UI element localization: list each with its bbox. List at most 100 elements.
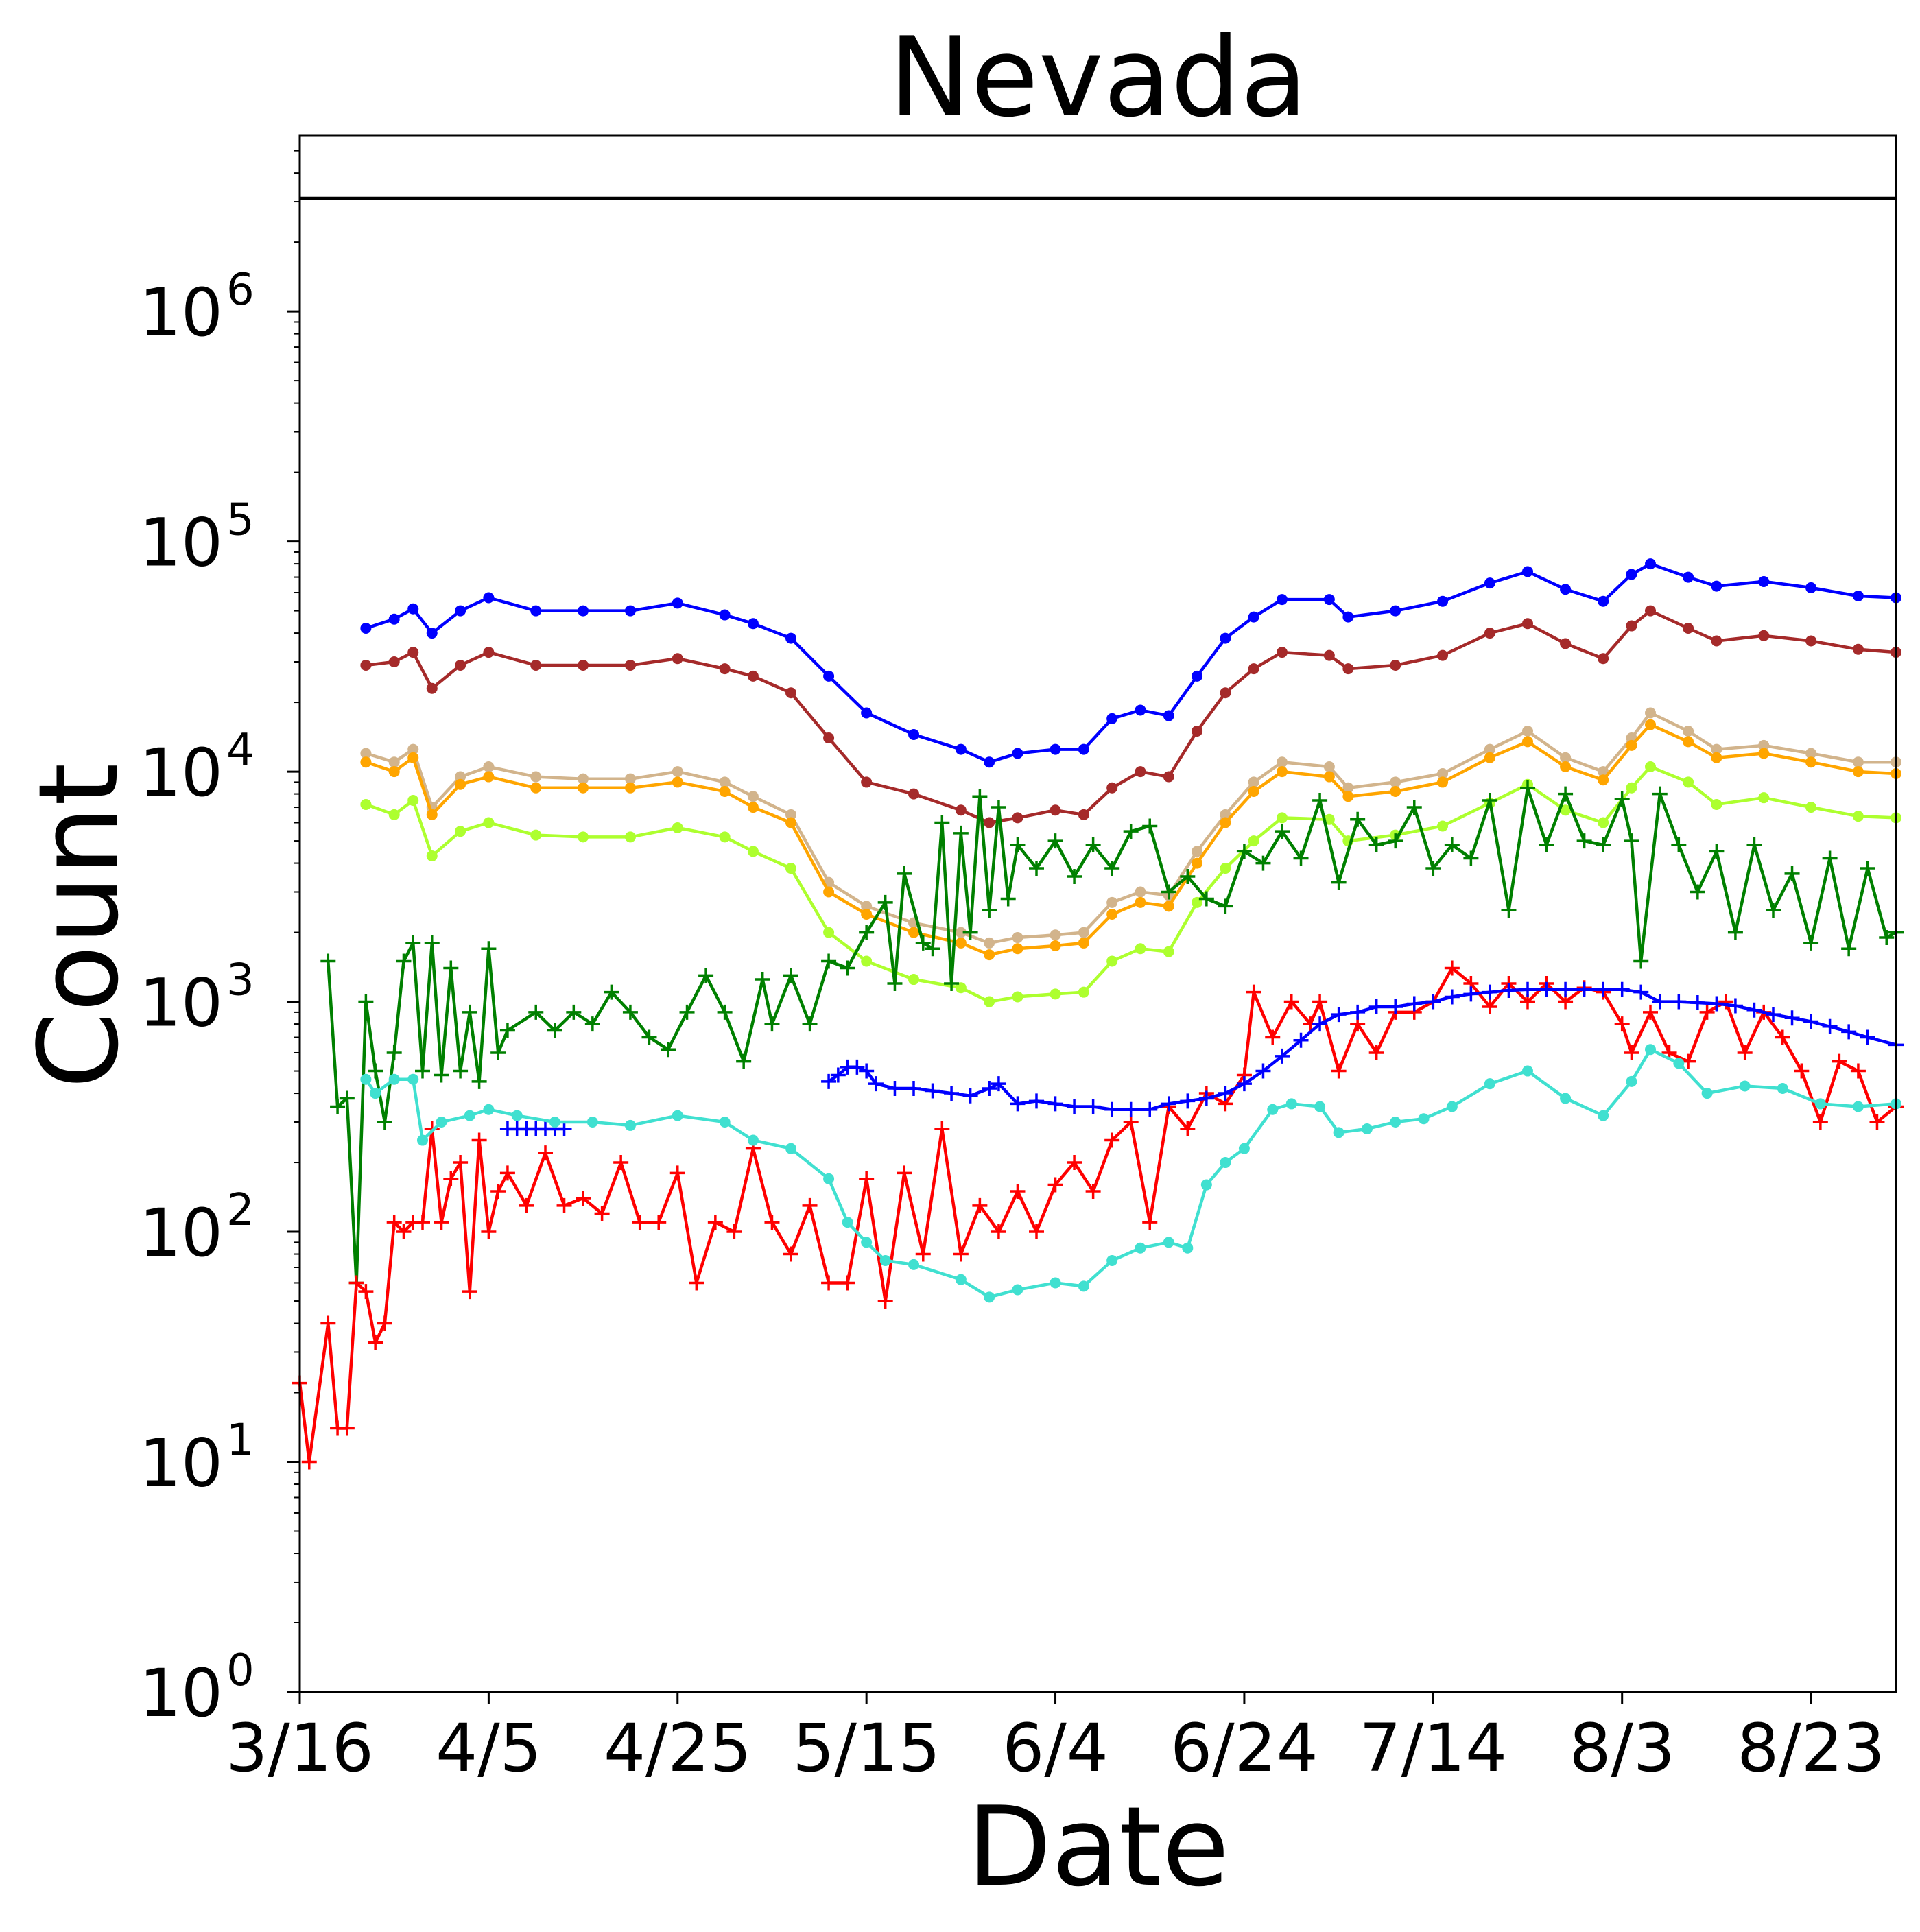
- y-tick-exponent: 2: [226, 1185, 254, 1236]
- data-point: [1106, 909, 1118, 920]
- data-point: [1624, 1045, 1639, 1060]
- data-point: [861, 707, 873, 719]
- y-tick-exponent: 1: [226, 1416, 254, 1466]
- data-point: [953, 1246, 969, 1262]
- data-point: [388, 656, 400, 668]
- data-point: [434, 1067, 449, 1083]
- data-point: [1645, 719, 1656, 730]
- series-line: [298, 966, 1897, 1464]
- y-tick-exponent: 4: [226, 725, 254, 776]
- data-point: [717, 1004, 733, 1020]
- data-point: [407, 794, 419, 806]
- data-point: [1078, 809, 1089, 820]
- data-point: [1331, 1007, 1347, 1023]
- data-point: [1267, 1104, 1279, 1115]
- data-point: [1446, 1101, 1458, 1112]
- data-point: [1758, 575, 1770, 587]
- data-point: [840, 960, 855, 976]
- data-point: [1163, 771, 1174, 783]
- data-point: [991, 800, 1006, 815]
- data-point: [934, 815, 950, 831]
- data-point: [1106, 713, 1118, 724]
- data-point: [1596, 837, 1611, 853]
- data-point: [511, 1110, 523, 1121]
- data-point: [925, 1083, 940, 1099]
- data-point: [1758, 792, 1770, 804]
- data-point: [407, 752, 419, 763]
- data-point: [1805, 635, 1817, 647]
- data-point: [483, 771, 495, 783]
- data-point: [1078, 1280, 1089, 1292]
- data-point: [1879, 930, 1895, 946]
- data-point: [1711, 743, 1722, 755]
- data-point: [624, 831, 636, 843]
- data-point: [1135, 943, 1146, 955]
- data-point: [1350, 811, 1366, 827]
- data-point: [490, 1045, 506, 1060]
- data-point: [1012, 748, 1023, 759]
- data-point: [726, 1224, 742, 1240]
- data-point: [747, 618, 759, 630]
- series-6: [292, 960, 1904, 1470]
- data-point: [360, 622, 372, 634]
- data-point: [1285, 1098, 1297, 1110]
- data-point: [1576, 981, 1592, 997]
- data-point: [1218, 1086, 1233, 1101]
- data-point: [1236, 844, 1252, 859]
- data-point: [1010, 837, 1026, 853]
- data-point: [1841, 1024, 1857, 1040]
- data-point: [1277, 766, 1288, 778]
- data-point: [1737, 1045, 1753, 1060]
- data-point: [879, 1254, 891, 1266]
- x-tick-label: 7/14: [1360, 1710, 1508, 1787]
- data-point: [1283, 994, 1299, 1010]
- data-point: [1277, 594, 1288, 606]
- data-point: [1437, 776, 1449, 788]
- data-point: [1390, 785, 1401, 797]
- data-point: [859, 925, 875, 940]
- data-point: [1501, 983, 1517, 999]
- data-point: [320, 953, 336, 969]
- data-point: [396, 953, 412, 969]
- data-point: [1560, 1093, 1572, 1104]
- y-tick-label: 10: [139, 1655, 223, 1732]
- data-point: [453, 1155, 469, 1171]
- data-point: [984, 756, 995, 768]
- data-point: [1758, 630, 1770, 641]
- data-point: [1192, 670, 1203, 682]
- data-point: [747, 670, 759, 682]
- data-point: [672, 653, 683, 665]
- data-point: [719, 785, 731, 797]
- data-point: [1161, 884, 1176, 900]
- data-point: [407, 1073, 419, 1085]
- data-point: [908, 788, 919, 800]
- data-point: [1200, 1179, 1212, 1191]
- data-point: [1142, 1101, 1158, 1117]
- data-point: [984, 949, 995, 961]
- x-tick-label: 4/25: [604, 1710, 752, 1787]
- data-point: [1614, 791, 1630, 807]
- y-tick-label: 10: [139, 505, 223, 582]
- data-point: [1822, 850, 1838, 866]
- data-point: [1652, 994, 1668, 1010]
- y-tick-exponent: 3: [226, 955, 254, 1006]
- data-point: [1029, 861, 1044, 876]
- data-point: [1598, 653, 1609, 665]
- data-point: [1633, 953, 1649, 969]
- data-point: [1390, 659, 1401, 671]
- data-point: [1135, 766, 1146, 778]
- data-point: [1482, 984, 1497, 1000]
- data-point: [698, 968, 714, 983]
- data-point: [1012, 943, 1023, 955]
- data-point: [859, 1171, 875, 1186]
- data-point: [1805, 582, 1817, 593]
- y-tick-label: 10: [139, 1425, 223, 1502]
- data-point: [1010, 1096, 1026, 1112]
- x-tick-label: 4/5: [436, 1710, 542, 1787]
- data-point: [908, 728, 919, 740]
- data-point: [719, 1116, 731, 1128]
- data-point: [842, 1217, 853, 1228]
- data-point: [360, 659, 372, 671]
- data-point: [1050, 743, 1061, 755]
- series-line: [365, 562, 1897, 764]
